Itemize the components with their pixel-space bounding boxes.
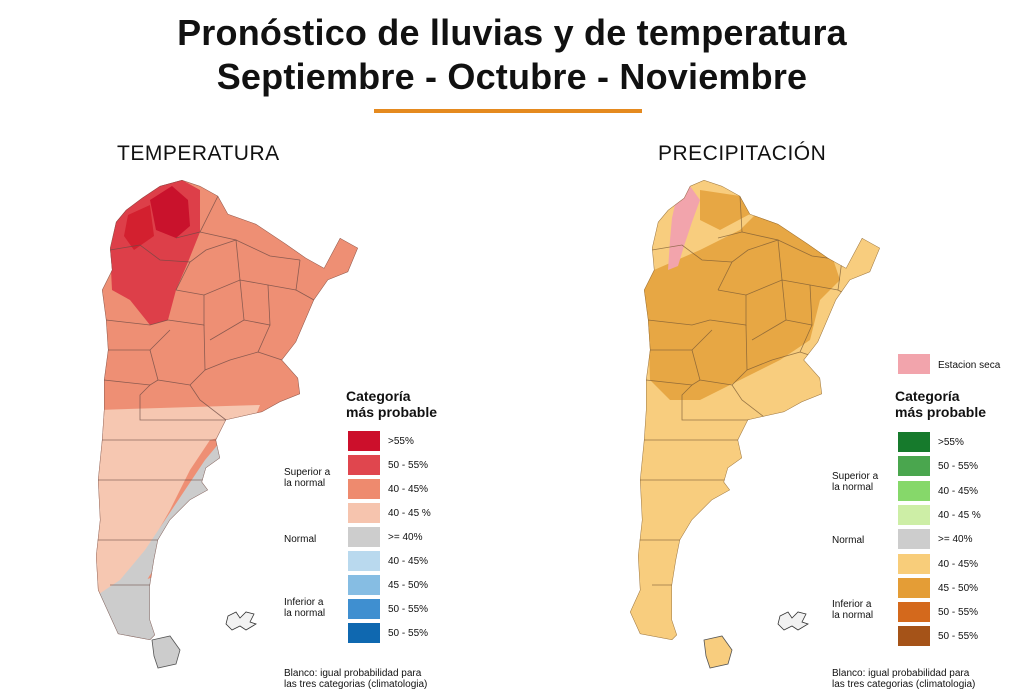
temperature-legend-item-swatch [348, 479, 380, 499]
precipitation-legend-item-swatch [898, 626, 930, 647]
precipitation-legend-heading-1: Categoría [895, 388, 960, 404]
temperature-legend-item-label: >= 40% [388, 532, 423, 543]
precipitation-legend-item-label: 40 - 45% [938, 485, 979, 497]
temperature-legend-item-swatch [348, 503, 380, 523]
temperature-map [96, 180, 358, 669]
temperature-legend-item-swatch [348, 527, 380, 547]
dry-season-label: Estacion seca [938, 360, 1001, 371]
temperature-legend-item-swatch [348, 623, 380, 643]
temperature-legend-heading-1: Categoría [346, 388, 411, 404]
temperature-legend-item-label: 50 - 55% [388, 604, 429, 615]
precipitation-legend: Estacion seca Categoría más probable >55… [830, 354, 1024, 700]
precipitation-legend-item-swatch [898, 456, 930, 477]
temperature-legend-item-label: 45 - 50% [388, 580, 429, 591]
temperature-legend-item-swatch [348, 599, 380, 619]
precipitation-legend-item-label: 40 - 45% [938, 558, 979, 570]
temperature-legend-item-label: 50 - 55% [388, 460, 429, 471]
precipitation-map-label: PRECIPITACIÓN [658, 142, 827, 165]
precipitation-legend-item-label: 45 - 50% [938, 582, 979, 594]
dry-season-swatch [898, 354, 930, 374]
temperature-group-normal: Normal [284, 534, 317, 545]
temperature-group-inferior: Inferior a la normal [284, 597, 326, 619]
title-line-2: Septiembre - Octubre - Noviembre [216, 56, 808, 97]
precipitation-map [630, 180, 880, 669]
title-line-1: Pronóstico de lluvias y de temperatura [177, 12, 847, 53]
precipitation-legend-item-label: >55% [938, 437, 964, 448]
precipitation-legend-item-swatch [898, 529, 930, 550]
precipitation-legend-item-swatch [898, 504, 930, 525]
title-divider [374, 109, 642, 113]
temperature-legend-item-label: 40 - 45% [388, 484, 429, 495]
temperature-legend: Categoría más probable >55% 50 - 55% 40 - … [280, 388, 460, 700]
temperature-legend-item-label: 50 - 55% [388, 628, 429, 639]
temperature-legend-item-swatch [348, 431, 380, 451]
precipitation-legend-item-swatch [898, 602, 930, 623]
temperature-legend-item-swatch [348, 575, 380, 595]
temperature-legend-heading-2: más probable [346, 404, 438, 420]
precipitation-legend-item-label: >= 40% [938, 534, 973, 546]
precipitation-legend-note: Blanco: igual probabilidad para las tres … [832, 668, 976, 690]
temperature-map-label: TEMPERATURA [117, 142, 280, 165]
precipitation-legend-item-swatch [898, 553, 930, 574]
precipitation-legend-heading-2: más probable [895, 404, 987, 420]
temperature-legend-item-label: 40 - 45% [388, 556, 429, 567]
precipitation-group-normal: Normal [832, 535, 865, 546]
precipitation-group-inferior: Inferior a la normal [832, 599, 874, 621]
precipitation-legend-item-label: 40 - 45 % [938, 509, 981, 521]
temperature-legend-item-label: 40 - 45 % [388, 508, 431, 519]
precipitation-legend-item-swatch [898, 577, 930, 598]
precipitation-legend-item-label: 50 - 55% [938, 631, 979, 643]
precipitation-legend-item-label: 50 - 55% [938, 607, 979, 619]
temperature-group-superior: Superior a la normal [284, 467, 331, 489]
precipitation-group-superior: Superior a la normal [832, 471, 879, 493]
precipitation-legend-item-swatch [898, 432, 930, 452]
precipitation-legend-item-swatch [898, 480, 930, 501]
temperature-legend-note: Blanco: igual probabilidad para las tres … [284, 668, 428, 690]
precipitation-legend-item-label: 50 - 55% [938, 461, 979, 473]
temperature-legend-item-swatch [348, 551, 380, 571]
temperature-legend-item-swatch [348, 455, 380, 475]
temperature-legend-item-label: >55% [388, 436, 414, 447]
